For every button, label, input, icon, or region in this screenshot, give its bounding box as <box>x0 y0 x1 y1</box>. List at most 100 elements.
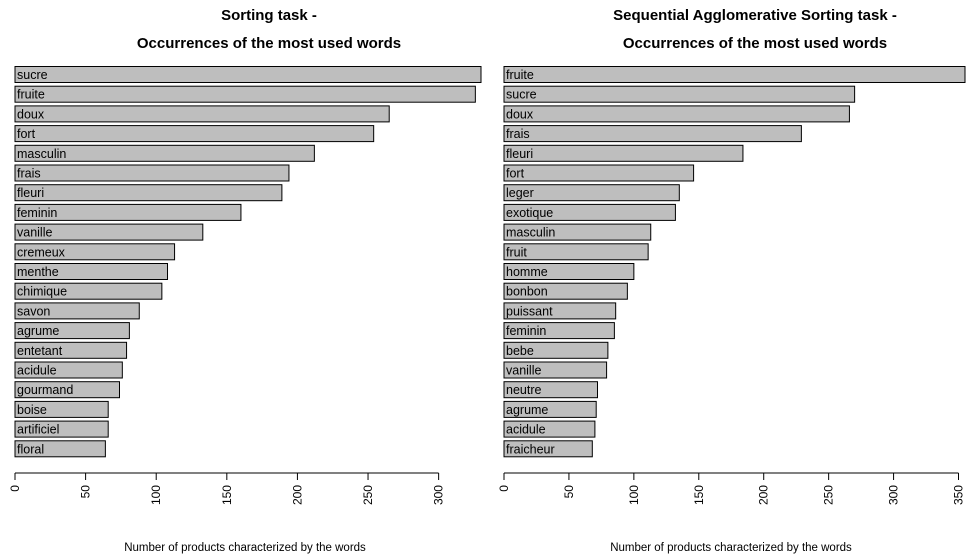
bar-label-vanille: vanille <box>17 226 52 240</box>
bar-label-boise: boise <box>17 403 47 417</box>
bar-feminin <box>14 203 242 221</box>
bar-puissant <box>503 302 617 320</box>
bar-masculin <box>503 223 652 241</box>
bar-homme <box>503 263 635 280</box>
x-tick-label: 150 <box>220 485 234 505</box>
bar-label-exotique: exotique <box>506 206 553 220</box>
bar-label-fruite: fruite <box>17 88 45 102</box>
bar-fruit <box>503 243 649 261</box>
chart-1: Sorting task - Occurrences of the most us… <box>8 7 482 554</box>
bar-label-agrume: agrume <box>506 403 548 417</box>
bar-label-agrume: agrume <box>17 324 59 338</box>
x-axis-label: Number of products characterized by the … <box>610 542 852 554</box>
bar-label-frais: frais <box>17 167 41 181</box>
bar-label-gourmand: gourmand <box>17 383 73 397</box>
bar-savon <box>14 302 140 320</box>
bar-bonbon <box>503 282 628 300</box>
bar-agrume <box>503 400 597 418</box>
bar-label-vanille: vanille <box>506 364 541 378</box>
bar-label-menthe: menthe <box>17 265 59 279</box>
chart-2: Sequential Agglomerative Sorting task - O… <box>497 7 966 554</box>
bar-label-fleuri: fleuri <box>17 186 44 200</box>
bar-doux <box>14 105 390 123</box>
bar-label-fleuri: fleuri <box>506 147 533 161</box>
bar-label-entetant: entetant <box>17 344 63 358</box>
bar-vanille <box>503 361 608 379</box>
bar-fort <box>14 125 375 143</box>
x-tick-label: 50 <box>562 485 576 499</box>
x-tick-label: 300 <box>432 485 446 505</box>
bar-label-acidule: acidule <box>17 364 57 378</box>
bar-acidule <box>14 361 123 379</box>
bar-label-fort: fort <box>506 167 525 181</box>
bar-fleuri <box>14 184 283 202</box>
x-tick-label: 200 <box>290 485 304 505</box>
bar-sucre <box>14 66 482 83</box>
bar-label-neutre: neutre <box>506 383 541 397</box>
x-tick-label: 0 <box>497 485 511 492</box>
x-tick-label: 100 <box>627 485 641 505</box>
bar-fort <box>503 164 695 182</box>
bar-acidule <box>503 420 596 438</box>
bar-fruite <box>14 85 476 103</box>
bar-menthe <box>14 263 169 280</box>
x-tick-label: 350 <box>952 485 966 505</box>
bar-label-sucre: sucre <box>17 68 48 82</box>
bar-label-doux: doux <box>17 107 45 121</box>
x-tick-label: 50 <box>79 485 93 499</box>
bar-label-sucre: sucre <box>506 88 537 102</box>
x-tick-label: 100 <box>149 485 163 505</box>
bar-cremeux <box>14 243 176 261</box>
bar-label-artificiel: artificiel <box>17 423 59 437</box>
bar-label-feminin: feminin <box>17 206 57 220</box>
bar-label-feminin: feminin <box>506 324 546 338</box>
bar-neutre <box>503 381 598 399</box>
bar-label-fraicheur: fraicheur <box>506 442 555 456</box>
bar-doux <box>503 105 850 123</box>
bar-vanille <box>14 223 204 241</box>
bar-entetant <box>14 341 128 359</box>
x-axis-label: Number of products characterized by the … <box>124 542 366 554</box>
bar-fleuri <box>503 144 744 162</box>
bar-fraicheur <box>503 440 593 458</box>
bar-label-leger: leger <box>506 186 534 200</box>
bar-agrume <box>14 322 130 340</box>
bar-boise <box>14 400 109 418</box>
x-tick-label: 250 <box>361 485 375 505</box>
x-tick-label: 250 <box>822 485 836 505</box>
bar-sucre <box>503 85 856 103</box>
bar-label-savon: savon <box>17 304 50 318</box>
bar-floral <box>14 440 106 458</box>
bar-gourmand <box>14 381 120 399</box>
x-tick-label: 200 <box>757 485 771 505</box>
bar-label-doux: doux <box>506 107 534 121</box>
bar-label-masculin: masculin <box>17 147 66 161</box>
chart-subtitle: Occurrences of the most used words <box>137 35 401 52</box>
bar-label-fort: fort <box>17 127 36 141</box>
bar-label-fruite: fruite <box>506 68 534 82</box>
bar-label-homme: homme <box>506 265 548 279</box>
x-tick-label: 150 <box>692 485 706 505</box>
bar-label-cremeux: cremeux <box>17 245 66 259</box>
bar-feminin <box>503 322 615 340</box>
bar-chimique <box>14 282 163 300</box>
bar-leger <box>503 184 680 202</box>
bar-label-bebe: bebe <box>506 344 534 358</box>
x-tick-label: 0 <box>8 485 22 492</box>
chart-title: Sorting task - <box>221 7 317 24</box>
bar-label-bonbon: bonbon <box>506 285 548 299</box>
bar-label-masculin: masculin <box>506 226 555 240</box>
bar-fruite <box>503 66 966 83</box>
bar-artificiel <box>14 420 109 438</box>
bar-label-frais: frais <box>506 127 530 141</box>
x-tick-label: 300 <box>887 485 901 505</box>
bar-label-chimique: chimique <box>17 285 67 299</box>
bar-frais <box>14 164 290 182</box>
bar-exotique <box>503 203 676 221</box>
bar-label-fruit: fruit <box>506 245 527 259</box>
chart-title: Sequential Agglomerative Sorting task - <box>613 7 897 24</box>
bar-label-floral: floral <box>17 442 44 456</box>
bar-bebe <box>503 341 609 359</box>
bar-label-acidule: acidule <box>506 423 546 437</box>
